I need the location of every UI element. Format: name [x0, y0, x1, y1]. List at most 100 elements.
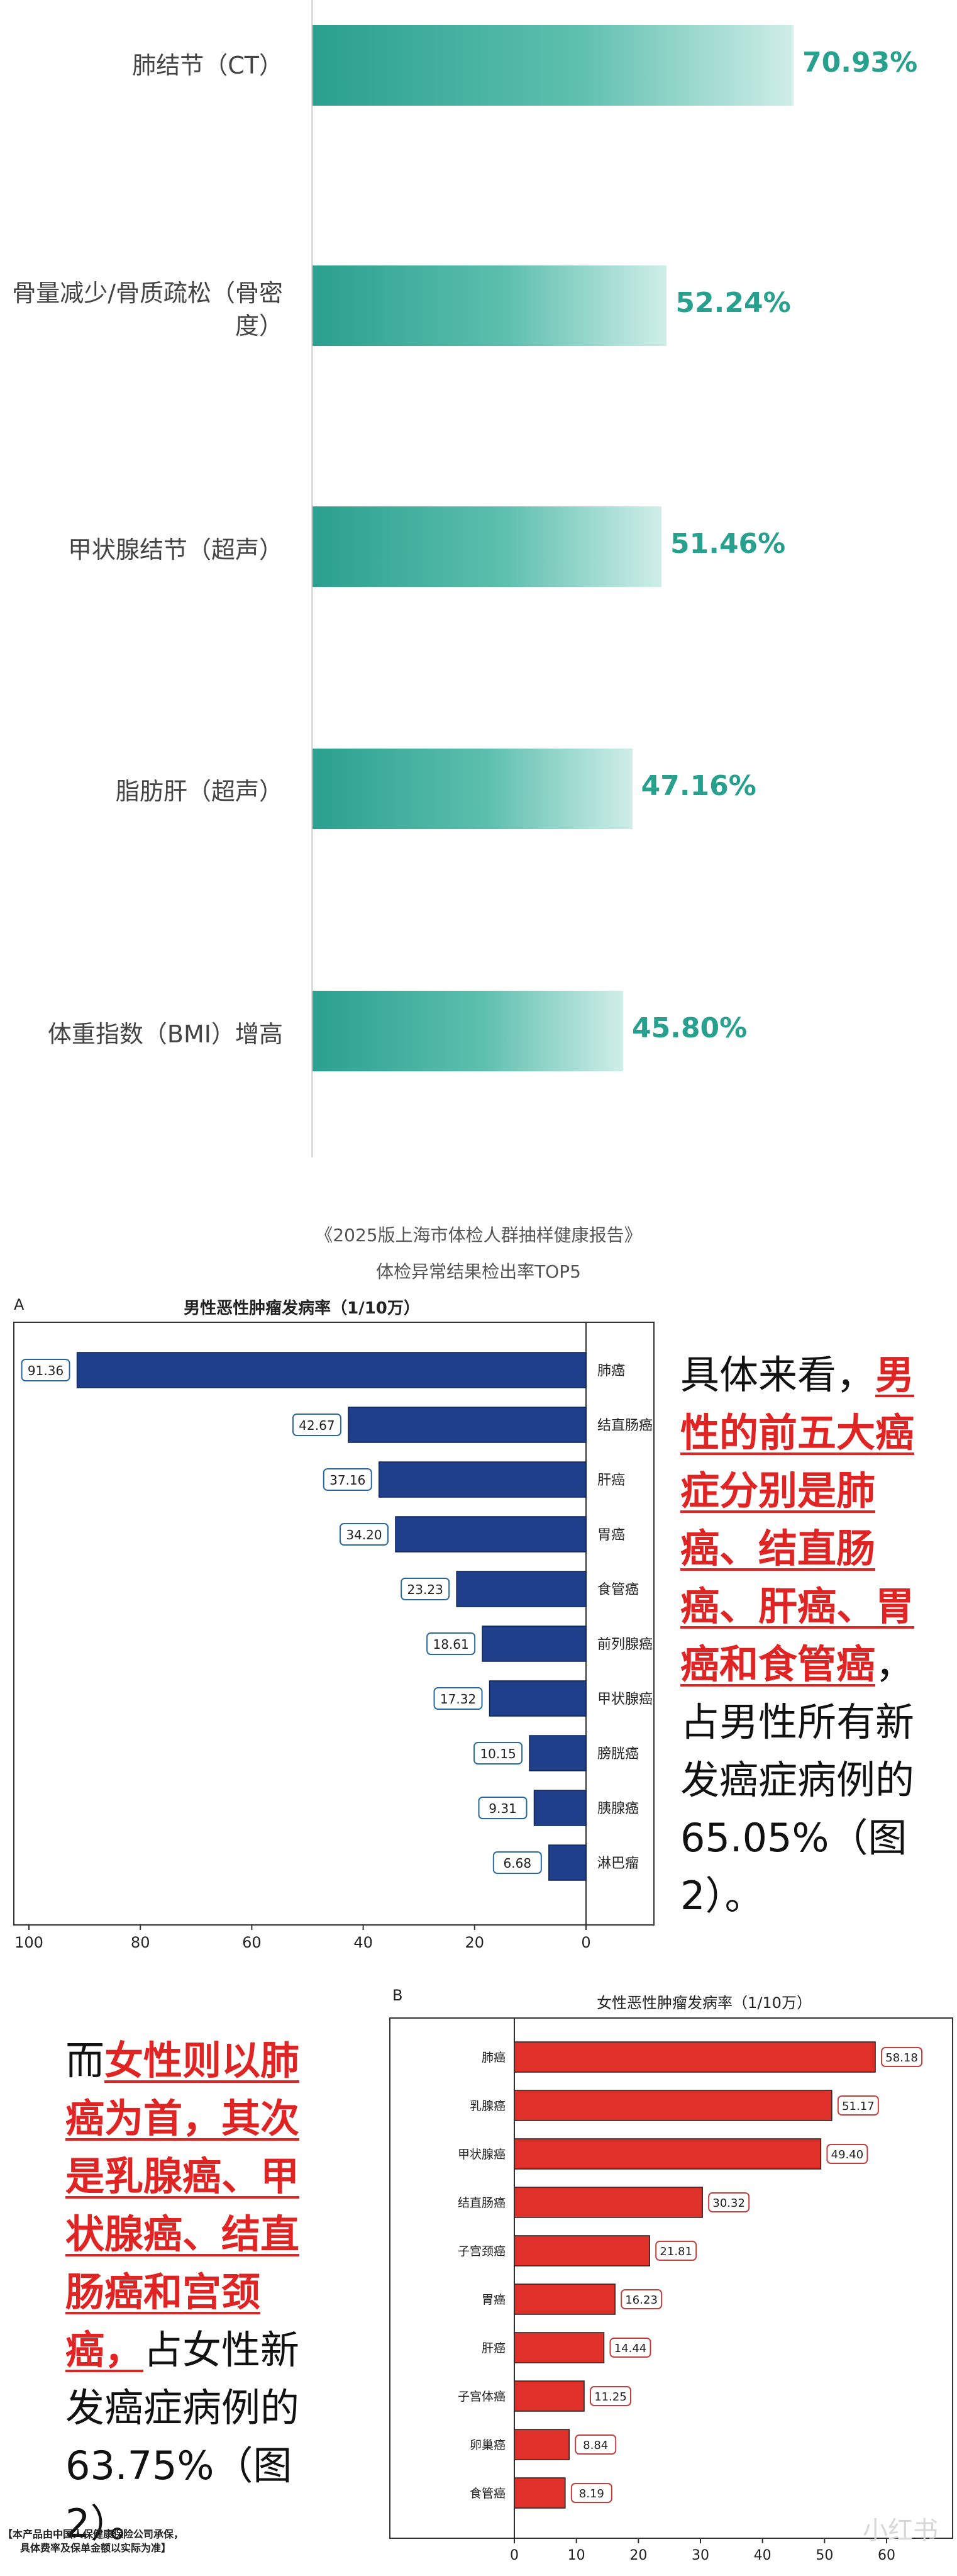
chart-b-value-7: 11.25 — [594, 2390, 627, 2404]
female-text-rest: 占女性新发癌症病例的63.75%（图2）。 — [65, 2327, 300, 2546]
chart-b-value-5: 16.23 — [625, 2294, 658, 2307]
chart-a-bar-6 — [489, 1680, 587, 1717]
chart-b-value-box-8 — [575, 2434, 617, 2455]
chart-b-bar-3 — [514, 2187, 703, 2218]
top-bar-3 — [313, 749, 633, 829]
female-text-intro: 而 — [65, 2038, 105, 2083]
chart-a-bar-5 — [482, 1625, 587, 1662]
chart-a-value-box-5 — [426, 1632, 476, 1655]
chart-a-value-0: 91.36 — [28, 1363, 64, 1378]
top-bar-value-0: 70.93% — [802, 47, 918, 79]
chart-a-value-box-6 — [433, 1687, 483, 1710]
chart-b-bar-6 — [514, 2332, 605, 2363]
chart-b-value-0: 58.18 — [885, 2051, 918, 2065]
chart-b-bar-1 — [514, 2090, 833, 2121]
top-label-1: 骨量减少/骨质疏松（骨密度） — [12, 279, 283, 340]
female-summary-text: 而女性则以肺癌为首，其次是乳腺癌、甲状腺癌、结直肠癌和宫颈癌，占女性新发癌症病例… — [65, 2032, 317, 2553]
footer-line-2: 具体费率及保单金额以实际为准】 — [20, 2542, 172, 2554]
watermark-text: 小红书 — [863, 2516, 938, 2545]
chart-a-bar-3 — [395, 1516, 587, 1553]
chart-a-category-2: 肝癌 — [597, 1473, 625, 1488]
chart-a-category-5: 前列腺癌 — [597, 1637, 653, 1653]
chart-b-value-1: 51.17 — [842, 2100, 875, 2113]
chart-b-panel: B 女性恶性肿瘤发病率（1/10万） 58.18 肺癌 51.17 乳腺癌 49.40 甲状腺… — [384, 1982, 957, 2573]
chart-b-bar-4 — [514, 2235, 650, 2267]
chart-b-tick-label-1: 10 — [568, 2548, 585, 2563]
chart-a-value-5: 18.61 — [433, 1637, 468, 1652]
chart-b-bar-5 — [514, 2283, 616, 2315]
chart-a-value-2: 37.16 — [329, 1473, 365, 1488]
footer-disclaimer: 【本产品由中国人保健康保险公司承保， 具体费率及保单金额以实际为准】 — [3, 2528, 184, 2555]
report-source: 《2025版上海市体检人群抽样健康报告》 — [315, 1225, 642, 1246]
top-chart-axis — [311, 0, 313, 1157]
chart-a-category-6: 甲状腺癌 — [597, 1692, 653, 1707]
chart-a-bar-7 — [529, 1735, 587, 1771]
chart-a-value-box-9 — [492, 1851, 542, 1874]
chart-a-category-1: 结直肠癌 — [597, 1418, 653, 1434]
male-cancer-chart: A 男性恶性肿瘤发病率（1/10万） 91.36 肺癌 42.67 结直肠癌 37.16 肝癌… — [13, 1296, 655, 1951]
male-text-rest: ，占男性所有新发癌症病例的65.05%（图2）。 — [680, 1641, 915, 1919]
chart-b-title: 女性恶性肿瘤发病率（1/10万） — [597, 1994, 812, 2012]
chart-a-bar-4 — [456, 1571, 587, 1607]
female-cancer-chart: B 女性恶性肿瘤发病率（1/10万） 58.18 肺癌 51.17 乳腺癌 49.40 甲状腺… — [389, 1987, 953, 2563]
chart-a-value-4: 23.23 — [407, 1582, 443, 1597]
chart-a-tick-label-2: 60 — [242, 1934, 262, 1951]
chart-a-bar-8 — [533, 1790, 587, 1826]
chart-b-value-box-6 — [609, 2338, 651, 2358]
chart-b-value-box-4 — [655, 2241, 697, 2261]
chart-a-tick-label-4: 20 — [465, 1934, 485, 1951]
chart-b-value-box-7 — [590, 2386, 631, 2406]
chart-b-value-box-3 — [708, 2192, 750, 2212]
chart-a-value-box-0 — [21, 1359, 70, 1381]
chart-a-frame — [13, 1322, 655, 1926]
chart-a-panel: A 男性恶性肿瘤发病率（1/10万） 91.36 肺癌 42.67 结直肠癌 37.16 肝癌… — [0, 1296, 667, 1963]
chart-b-category-0: 肺癌 — [482, 2051, 506, 2065]
chart-b-bar-0 — [514, 2041, 876, 2073]
chart-b-value-2: 49.40 — [831, 2148, 864, 2161]
chart-a-category-3: 胃癌 — [597, 1527, 625, 1543]
chart-a-bar-1 — [348, 1407, 587, 1443]
chart-b-tick-label-2: 20 — [629, 2548, 647, 2563]
report-chart-title: 体检异常结果检出率TOP5 — [376, 1261, 581, 1282]
chart-a-value-8: 9.31 — [489, 1801, 517, 1816]
chart-a-value-box-1 — [292, 1413, 341, 1436]
chart-b-tick-label-3: 30 — [692, 2548, 709, 2563]
chart-a-bar-9 — [548, 1844, 587, 1881]
chart-b-category-4: 子宫颈癌 — [458, 2244, 506, 2258]
chart-a-value-box-7 — [473, 1742, 523, 1765]
chart-b-value-box-2 — [826, 2144, 868, 2164]
female-text-highlight: 女性则以肺癌为首，其次是乳腺癌、甲状腺癌、结直肠癌和宫颈癌， — [65, 2038, 300, 2373]
male-text-intro: 具体来看， — [680, 1352, 876, 1398]
chart-b-frame — [389, 2017, 953, 2539]
top-label-4: 体重指数（BMI）增高 — [47, 1020, 283, 1048]
chart-a-tick-label-3: 40 — [353, 1934, 373, 1951]
chart-a-value-9: 6.68 — [504, 1856, 532, 1871]
top-label-2: 甲状腺结节（超声） — [67, 536, 283, 564]
chart-a-tick-label-1: 80 — [131, 1934, 150, 1951]
chart-a-value-3: 34.20 — [346, 1527, 382, 1542]
chart-b-category-5: 胃癌 — [482, 2293, 506, 2307]
male-text-highlight: 男性的前五大癌症分别是肺癌、结直肠癌、肝癌、胃癌和食管癌 — [680, 1352, 915, 1687]
top-bar-1 — [313, 265, 667, 346]
chart-a-value-box-8 — [478, 1797, 528, 1819]
chart-a-value-1: 42.67 — [299, 1418, 335, 1433]
chart-a-title: 男性恶性肿瘤发病率（1/10万） — [184, 1298, 420, 1318]
chart-b-category-9: 食管癌 — [470, 2487, 506, 2501]
chart-b-category-8: 卵巢癌 — [470, 2438, 506, 2452]
top-label-3: 脂肪肝（超声） — [115, 778, 283, 805]
chart-b-tick-label-4: 40 — [754, 2548, 772, 2563]
footer-line-1: 【本产品由中国人保健康保险公司承保， — [3, 2528, 184, 2540]
chart-b-bar-2 — [514, 2138, 822, 2170]
chart-b-value-4: 21.81 — [660, 2245, 692, 2258]
top-bar-value-1: 52.24% — [675, 287, 791, 319]
top-bar-0 — [313, 25, 794, 106]
chart-a-bar-0 — [76, 1352, 587, 1388]
chart-b-value-box-5 — [621, 2289, 663, 2309]
top-bar-4 — [313, 991, 623, 1071]
chart-b-value-8: 8.84 — [583, 2439, 608, 2452]
top-bar-value-2: 51.46% — [670, 528, 786, 560]
chart-b-bar-8 — [514, 2429, 570, 2460]
top-label-0: 肺结节（CT） — [132, 52, 283, 79]
male-summary-text: 具体来看，男性的前五大癌症分别是肺癌、结直肠癌、肝癌、胃癌和食管癌，占男性所有新… — [680, 1346, 932, 1925]
panel-label-b: B — [392, 1987, 402, 2004]
